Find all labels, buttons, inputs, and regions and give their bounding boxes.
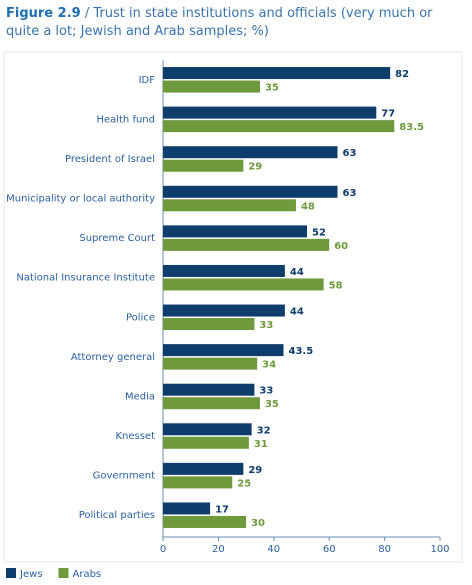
legend-swatch bbox=[6, 568, 16, 578]
value-label: 31 bbox=[254, 439, 268, 450]
value-label: 82 bbox=[395, 69, 409, 80]
figure-label: Figure 2.9 bbox=[6, 6, 81, 21]
value-label: 52 bbox=[312, 227, 326, 238]
bar bbox=[163, 357, 258, 370]
x-tick-label: 80 bbox=[378, 544, 391, 555]
x-tick-label: 20 bbox=[212, 544, 225, 555]
x-tick-label: 0 bbox=[160, 544, 166, 555]
bar bbox=[163, 476, 233, 489]
bar bbox=[163, 238, 330, 251]
y-tick-label: IDF bbox=[139, 75, 156, 86]
value-label: 32 bbox=[257, 425, 271, 436]
y-tick-label: President of Israel bbox=[65, 154, 155, 165]
bar bbox=[163, 304, 285, 317]
bar bbox=[163, 67, 391, 80]
value-label: 33 bbox=[259, 320, 273, 331]
value-label: 17 bbox=[215, 504, 229, 515]
bar bbox=[163, 462, 244, 475]
value-label: 77 bbox=[381, 109, 395, 120]
chart-title: Figure 2.9 / Trust in state institutions… bbox=[6, 5, 461, 41]
bar bbox=[163, 423, 252, 436]
x-tick-label: 40 bbox=[267, 544, 280, 555]
legend-label: Arabs bbox=[73, 569, 102, 580]
value-label: 33 bbox=[259, 386, 273, 397]
value-label: 35 bbox=[265, 83, 279, 94]
value-label: 44 bbox=[290, 267, 304, 278]
chart-frame bbox=[3, 51, 463, 563]
legend-swatch bbox=[58, 568, 69, 578]
value-label: 34 bbox=[262, 360, 276, 371]
bar bbox=[163, 278, 324, 291]
y-tick-label: Police bbox=[126, 312, 155, 323]
value-label: 29 bbox=[248, 465, 262, 476]
y-tick-label: Attorney general bbox=[71, 352, 155, 363]
bar bbox=[163, 225, 308, 238]
y-tick-label: Municipality or local authority bbox=[6, 194, 155, 205]
bar bbox=[163, 383, 255, 396]
y-tick-label: Government bbox=[93, 471, 155, 482]
bar bbox=[163, 397, 260, 410]
bar bbox=[163, 436, 249, 449]
legend-label: Jews bbox=[19, 569, 43, 580]
y-tick-label: Political parties bbox=[79, 510, 155, 521]
bar bbox=[163, 264, 285, 277]
y-tick-label: Knesset bbox=[115, 431, 155, 442]
value-label: 83.5 bbox=[399, 122, 424, 133]
bar bbox=[163, 159, 244, 172]
value-label: 30 bbox=[251, 518, 265, 529]
x-tick-label: 100 bbox=[430, 544, 449, 555]
bar bbox=[163, 146, 338, 159]
value-label: 35 bbox=[265, 399, 279, 410]
bar bbox=[163, 515, 247, 528]
bar bbox=[163, 120, 395, 133]
title-text: / Trust in state institutions and offici… bbox=[6, 6, 433, 39]
bar bbox=[163, 199, 296, 212]
bar bbox=[163, 106, 377, 119]
value-label: 48 bbox=[301, 201, 315, 212]
value-label: 44 bbox=[290, 307, 304, 318]
y-tick-label: National Insurance Institute bbox=[16, 273, 155, 284]
y-tick-label: Health fund bbox=[96, 114, 155, 125]
bar bbox=[163, 344, 284, 357]
y-tick-label: Media bbox=[125, 391, 155, 402]
bar bbox=[163, 502, 211, 515]
value-label: 63 bbox=[343, 148, 357, 159]
value-label: 60 bbox=[334, 241, 348, 252]
value-label: 58 bbox=[329, 280, 343, 291]
x-tick-label: 60 bbox=[323, 544, 336, 555]
value-label: 25 bbox=[237, 478, 251, 489]
y-tick-label: Supreme Court bbox=[79, 233, 155, 244]
bar bbox=[163, 80, 260, 93]
value-label: 43.5 bbox=[288, 346, 313, 357]
value-label: 29 bbox=[248, 162, 262, 173]
bar bbox=[163, 185, 338, 198]
value-label: 63 bbox=[343, 188, 357, 199]
bar bbox=[163, 318, 255, 331]
